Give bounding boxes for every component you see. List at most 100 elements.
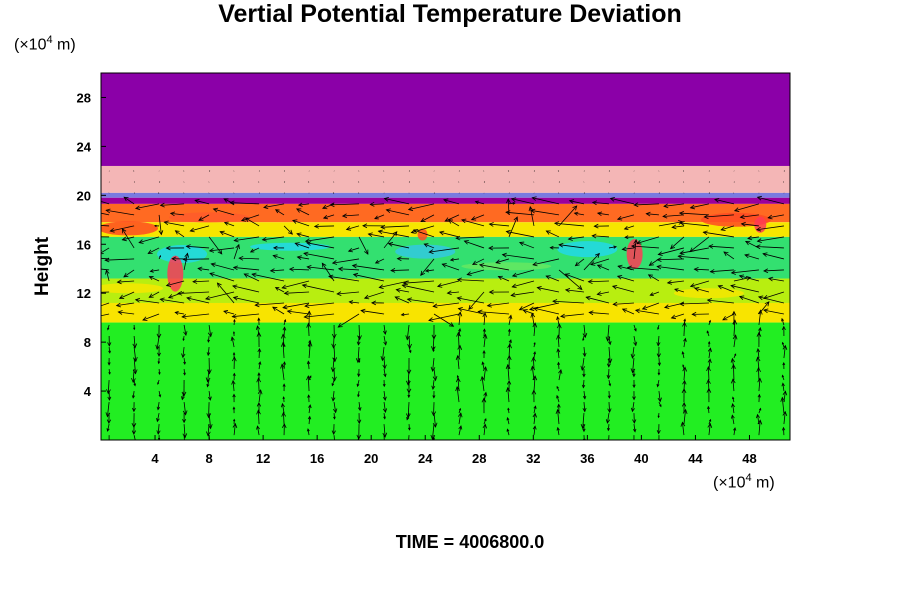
wind-vector-head <box>758 407 762 411</box>
wind-vector-head <box>157 382 160 385</box>
wind-vector-head <box>408 350 412 354</box>
wind-vector-head <box>757 377 762 383</box>
wind-vector <box>232 285 260 293</box>
wind-vector-head <box>288 266 295 272</box>
wind-vector-head <box>428 249 434 254</box>
x-tick-label: 24 <box>418 451 433 466</box>
wind-vector-head <box>582 352 587 358</box>
wind-vector <box>763 269 784 272</box>
wind-vector-head <box>331 397 336 402</box>
wind-vector-head <box>134 205 141 211</box>
wind-vector <box>223 310 235 315</box>
wind-vector <box>164 221 185 227</box>
wind-vector <box>352 265 385 271</box>
wind-vector-head <box>249 248 255 253</box>
wind-vector-head <box>733 207 740 212</box>
wind-vector <box>689 236 710 252</box>
wind-vector <box>383 324 386 335</box>
wind-vector-head <box>645 211 651 217</box>
wind-vector <box>211 263 235 271</box>
wind-vector-head <box>232 352 236 355</box>
wind-vector-head <box>616 215 623 221</box>
field-patch <box>395 244 456 259</box>
wind-vector <box>303 252 335 260</box>
wind-vector-head <box>656 342 661 347</box>
wind-vector <box>263 203 285 208</box>
wind-vector <box>636 236 660 244</box>
wind-vector-head <box>306 360 311 365</box>
wind-vector-head <box>378 284 384 289</box>
wind-vector <box>241 214 260 221</box>
wind-vector-head <box>441 263 447 268</box>
wind-vector-head <box>407 427 411 431</box>
wind-vector <box>258 361 261 370</box>
wind-vector-head <box>280 363 285 369</box>
wind-vector <box>209 272 235 282</box>
wind-vector-head <box>217 249 223 255</box>
wind-vector-head <box>663 304 670 309</box>
wind-vector-head <box>420 270 426 276</box>
wind-vector-head <box>669 244 676 250</box>
wind-vector-head <box>106 419 112 425</box>
wind-vector <box>557 348 560 359</box>
wind-vector-head <box>471 260 478 265</box>
wind-vector <box>183 424 186 438</box>
wind-vector <box>658 247 685 255</box>
wind-vector-head <box>657 251 663 256</box>
wind-vector <box>207 346 210 356</box>
wind-vector-head <box>613 245 618 249</box>
wind-vector-head <box>85 209 89 213</box>
wind-vector <box>198 268 210 271</box>
wind-vector <box>690 280 710 287</box>
wind-vector <box>328 275 360 282</box>
wind-vector-head <box>333 416 336 420</box>
wind-vector <box>622 247 635 250</box>
wind-vector-head <box>506 380 512 385</box>
wind-vector-head <box>165 282 172 287</box>
wind-vector-head <box>148 293 154 298</box>
wind-vector-head <box>400 312 405 317</box>
field-layer <box>101 222 790 237</box>
wind-vector <box>296 233 310 238</box>
wind-vector-head <box>607 427 610 432</box>
wind-vector <box>557 316 560 326</box>
wind-vector-head <box>532 322 538 328</box>
wind-vector <box>182 313 210 318</box>
wind-vector-head <box>585 295 591 301</box>
wind-vector <box>783 345 786 359</box>
wind-vector <box>116 302 135 306</box>
wind-vector <box>707 379 710 392</box>
wind-vector <box>633 335 637 346</box>
wind-vector <box>508 216 518 238</box>
wind-vector <box>622 308 635 315</box>
wind-vector-head <box>131 407 136 413</box>
wind-vector-head <box>347 247 353 253</box>
wind-vector-head <box>432 375 438 382</box>
wind-vector-head <box>468 304 474 311</box>
wind-vector <box>384 198 410 205</box>
wind-vector <box>683 338 686 348</box>
wind-vector-head <box>142 316 148 321</box>
wind-vector-head <box>488 289 494 295</box>
wind-vector <box>558 362 560 370</box>
wind-vector-head <box>121 236 127 242</box>
wind-vector-head <box>117 310 123 315</box>
wind-vector <box>432 380 435 390</box>
wind-vector-head <box>781 426 786 431</box>
wind-vector-head <box>508 314 513 320</box>
wind-vector-head <box>510 197 517 202</box>
wind-vector-head <box>482 423 488 429</box>
wind-vector <box>308 342 311 359</box>
wind-vector-head <box>533 351 537 355</box>
wind-vector <box>381 225 410 228</box>
wind-vector-head <box>371 300 377 306</box>
wind-vector <box>420 258 435 276</box>
wind-vector-head <box>216 282 222 288</box>
wind-vector <box>758 296 785 304</box>
wind-vector <box>370 203 385 205</box>
wind-vector <box>282 334 285 348</box>
wind-vector-head <box>607 395 611 399</box>
wind-vector-head <box>572 205 578 211</box>
wind-vector-head <box>131 430 137 435</box>
wind-vector-head <box>723 251 729 257</box>
